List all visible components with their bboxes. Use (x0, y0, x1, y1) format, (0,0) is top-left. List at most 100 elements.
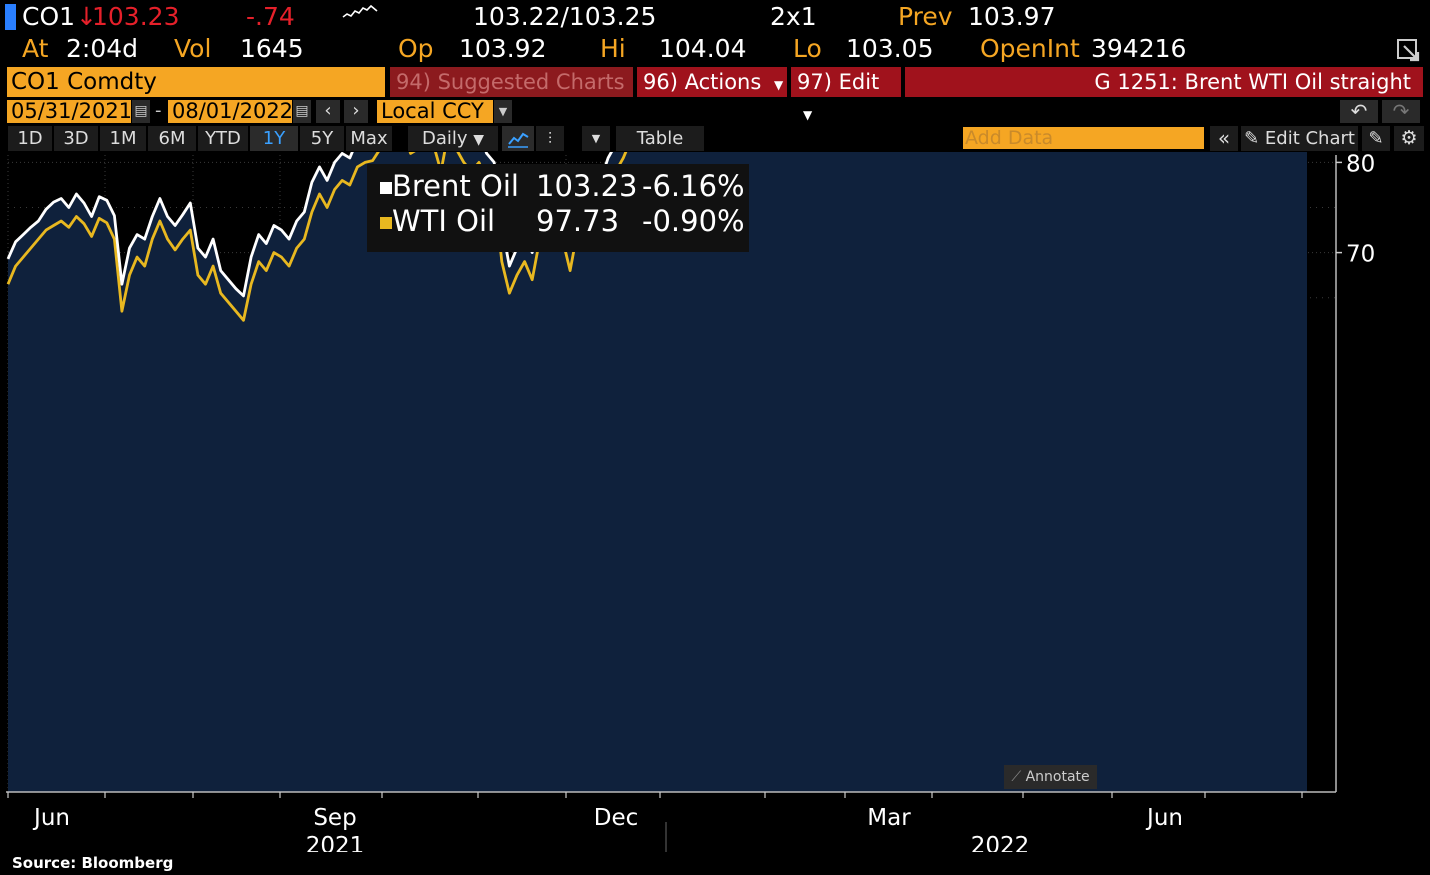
edit-chart-button[interactable]: ✎ Edit Chart (1241, 126, 1358, 151)
x-tick-label: Jun (1145, 805, 1183, 831)
ticker-marker (5, 4, 16, 30)
redo-icon[interactable]: ↷ (1382, 100, 1420, 123)
security-field[interactable]: CO1 Comdty (7, 67, 385, 97)
tab-period-max[interactable]: Max (346, 126, 392, 151)
actions-label: 96) Actions (643, 70, 762, 94)
y-tick-label: 80 (1346, 152, 1375, 177)
edit-label: 97) Edit (797, 70, 880, 94)
legend-brent-name: Brent Oil (392, 169, 519, 203)
low-value: 103.05 (846, 34, 934, 63)
source-note: Source: Bloomberg (12, 854, 174, 872)
chart-title: G 1251: Brent WTI Oil straight (1094, 70, 1411, 94)
openint-value: 394216 (1091, 34, 1187, 63)
openint-label: OpenInt (980, 34, 1080, 63)
legend-wti-pct: -0.90% (642, 204, 745, 238)
annotate-label: Annotate (1025, 769, 1090, 785)
tab-period-ytd[interactable]: YTD (198, 126, 248, 151)
annotate-button[interactable]: ⟋ Annotate (1004, 765, 1097, 789)
legend-wti-last: 97.73 (536, 204, 620, 238)
actions-menu[interactable]: 96) Actions ▼ (637, 67, 787, 97)
wti-line (6, 152, 628, 322)
high-value: 104.04 (659, 34, 747, 63)
pencil-icon: ⟋ (1011, 769, 1022, 785)
currency-value: Local CCY (381, 99, 484, 123)
tab-period-3d[interactable]: 3D (54, 126, 98, 151)
brent-area (8, 152, 1307, 792)
chevron-right-icon[interactable]: › (344, 100, 368, 123)
currency-select[interactable]: Local CCY (377, 100, 493, 123)
dropdown-arrow-icon: ▼ (774, 78, 784, 92)
high-label: Hi (600, 34, 626, 63)
start-date-field[interactable]: 05/31/2021 (7, 99, 133, 123)
ticker: CO1 (22, 2, 76, 31)
dropdown-arrow-icon[interactable]: ▼ (494, 100, 512, 123)
legend-wti-row: WTI Oil (380, 203, 495, 239)
chevron-left-icon[interactable]: ‹ (316, 100, 340, 123)
legend-wti-swatch (380, 217, 392, 229)
security-text: CO1 Comdty (11, 69, 157, 95)
prev-label: Prev (898, 2, 953, 31)
low-label: Lo (793, 34, 822, 63)
tab-period-1y[interactable]: 1Y (250, 126, 298, 151)
bid-ask: 103.22/103.25 (473, 2, 657, 31)
suggested-charts-button[interactable]: 94) Suggested Charts (390, 67, 633, 97)
suggested-charts-label: 94) Suggested Charts (396, 70, 625, 94)
year-label: 2022 (971, 833, 1030, 852)
edit-chart-label: Edit Chart (1264, 128, 1355, 149)
dropdown-arrow-icon: ▼ (473, 132, 485, 148)
gear-icon[interactable]: ⚙ (1394, 126, 1424, 151)
tab-period-5y[interactable]: 5Y (300, 126, 344, 151)
brent-line (6, 152, 614, 298)
expand-icon[interactable] (1396, 38, 1422, 62)
open-value: 103.92 (459, 34, 547, 63)
legend-brent-pct: -6.16% (642, 169, 745, 203)
at-label: At (22, 34, 49, 63)
last-price: 103.23 (92, 2, 180, 31)
vol-value: 1645 (240, 34, 304, 63)
calendar-icon[interactable]: ▤ (132, 100, 150, 123)
table-button[interactable]: Table (616, 126, 704, 151)
end-date-field[interactable]: 08/01/2022 (168, 100, 293, 123)
start-date: 05/31/2021 (11, 99, 133, 123)
bid-ask-size: 2x1 (770, 2, 817, 31)
tab-period-6m[interactable]: 6M (148, 126, 196, 151)
at-time: 2:04d (66, 34, 139, 63)
add-data-placeholder: Add Data (965, 127, 1054, 149)
legend-brent-row: Brent Oil (380, 168, 519, 204)
table-label: Table (636, 128, 684, 149)
chart-type-dropdown-icon[interactable]: ▼ (582, 126, 610, 151)
prev-value: 103.97 (968, 2, 1056, 31)
legend-box (367, 164, 749, 252)
legend-wti-name: WTI Oil (392, 204, 496, 238)
edit-menu[interactable]: 97) Edit ▼ (791, 67, 901, 122)
date-separator: - (155, 100, 162, 121)
chart-title-bar: G 1251: Brent WTI Oil straight (905, 67, 1423, 97)
open-label: Op (398, 34, 434, 63)
legend-brent-swatch (380, 182, 392, 194)
sparkline-icon (342, 4, 378, 18)
dropdown-arrow-icon: ▼ (803, 108, 813, 122)
collapse-icon[interactable]: « (1210, 126, 1238, 151)
down-arrow-icon: ↓ (76, 2, 97, 31)
x-tick-label: Sep (313, 805, 356, 831)
vol-label: Vol (174, 34, 212, 63)
pencil-icon: ✎ (1244, 128, 1260, 149)
bar-chart-icon[interactable]: ⫶ (536, 126, 564, 151)
calendar-icon[interactable]: ▤ (293, 100, 311, 123)
x-tick-label: Dec (594, 805, 639, 831)
edit-settings-icon[interactable]: ✎ (1362, 126, 1390, 151)
tab-period-1d[interactable]: 1D (8, 126, 52, 151)
legend-brent-last: 103.23 (536, 169, 638, 203)
tab-period-1m[interactable]: 1M (100, 126, 146, 151)
price-chart: 708090100110120130JunSepDecMarJun2021202… (6, 152, 1375, 852)
y-tick-label: 70 (1346, 242, 1375, 268)
x-tick-label: Mar (867, 805, 911, 831)
frequency-select[interactable]: Daily ▼ (408, 126, 498, 151)
undo-icon[interactable]: ↶ (1340, 100, 1378, 123)
x-tick-label: Jun (32, 805, 70, 831)
frequency-label: Daily (421, 128, 468, 149)
year-label: 2021 (306, 833, 365, 852)
price-change: -.74 (246, 2, 295, 31)
add-data-field[interactable]: Add Data (963, 127, 1204, 149)
line-chart-icon[interactable] (502, 126, 534, 151)
